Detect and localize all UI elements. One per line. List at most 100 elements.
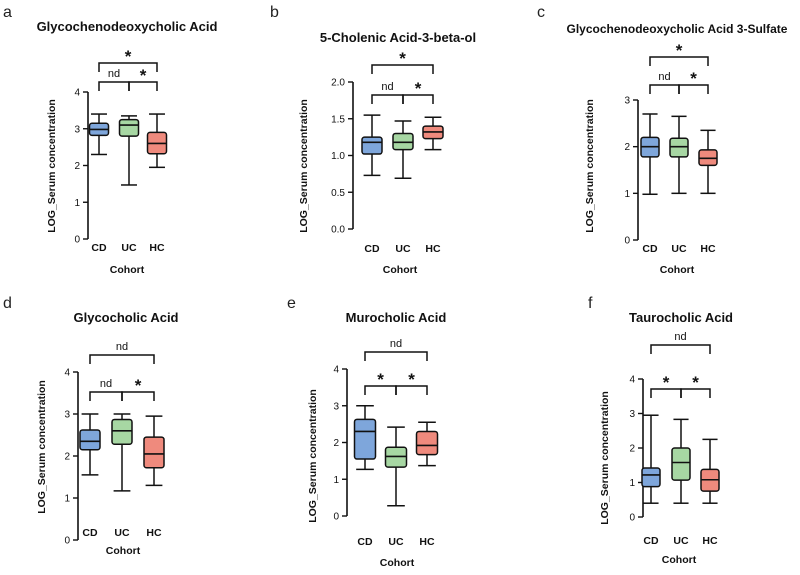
y-tick-label: 3 bbox=[74, 124, 80, 135]
box-uc bbox=[118, 115, 140, 186]
plot-area: 0 1 2 3 4 CD UC HC * * nd bbox=[333, 338, 439, 548]
y-tick-label: 4 bbox=[64, 368, 70, 379]
significance-label: * bbox=[690, 69, 697, 88]
box-iqr bbox=[353, 418, 377, 460]
x-tick-label: HC bbox=[702, 535, 718, 547]
significance-bracket bbox=[402, 94, 434, 104]
y-tick-label: 1 bbox=[64, 494, 70, 505]
y-axis-label: LOG_Serum concentration bbox=[599, 391, 611, 525]
significance-bracket bbox=[371, 64, 434, 74]
box-iqr bbox=[143, 436, 165, 469]
x-axis-label: Cohort bbox=[380, 557, 415, 569]
panel-f: f Taurocholic Acid Cohort LOG_Serum conc… bbox=[588, 295, 733, 566]
panel-a: a Glycochenodeoxycholic Acid Cohort LOG_… bbox=[3, 4, 217, 276]
panel-c: c Glycochenodeoxycholic Acid 3-Sulfate C… bbox=[537, 4, 788, 276]
significance-label: nd bbox=[108, 68, 120, 80]
significance-label: * bbox=[399, 49, 406, 68]
panel-letter: d bbox=[3, 295, 12, 312]
y-axis-label: LOG_Serum concentration bbox=[36, 380, 48, 514]
y-tick-label: 2 bbox=[64, 452, 70, 463]
panel-letter: b bbox=[270, 4, 279, 21]
significance-label: nd bbox=[658, 71, 670, 83]
box-hc bbox=[415, 421, 439, 467]
significance-bracket bbox=[371, 94, 404, 104]
box-uc bbox=[392, 120, 414, 180]
significance-label: nd bbox=[116, 341, 128, 353]
x-tick-label: CD bbox=[91, 242, 107, 254]
significance-bracket bbox=[128, 81, 158, 91]
significance-bracket bbox=[395, 385, 428, 395]
y-tick-label: 0 bbox=[74, 235, 80, 246]
x-axis-label: Cohort bbox=[662, 554, 697, 566]
y-tick-label: 2.0 bbox=[331, 78, 345, 89]
x-tick-label: UC bbox=[671, 243, 687, 255]
x-tick-label: CD bbox=[643, 535, 659, 547]
significance-label: * bbox=[676, 41, 683, 60]
y-tick-label: 0 bbox=[629, 513, 635, 524]
significance-bracket bbox=[364, 351, 428, 361]
box-iqr bbox=[641, 467, 661, 488]
box-iqr bbox=[671, 447, 691, 481]
box-cd bbox=[353, 405, 377, 471]
y-tick-label: 4 bbox=[74, 88, 80, 99]
significance-label: * bbox=[415, 79, 422, 98]
panel-title: 5-Cholenic Acid-3-beta-ol bbox=[320, 30, 476, 45]
box-iqr bbox=[669, 137, 689, 158]
panel-title: Glycocholic Acid bbox=[74, 310, 179, 325]
y-tick-label: 0 bbox=[624, 236, 630, 247]
panel-letter: a bbox=[3, 4, 12, 21]
x-tick-label: UC bbox=[121, 242, 137, 254]
box-cd bbox=[641, 414, 661, 504]
y-tick-label: 3 bbox=[333, 401, 339, 412]
significance-bracket bbox=[121, 391, 155, 401]
y-tick-label: 1 bbox=[624, 189, 630, 200]
significance-bracket bbox=[649, 84, 680, 94]
y-tick-label: 4 bbox=[333, 365, 339, 376]
y-tick-label: 1 bbox=[333, 475, 339, 486]
panel-letter: f bbox=[588, 295, 593, 312]
y-tick-label: 1.0 bbox=[331, 151, 345, 162]
significance-label: * bbox=[125, 47, 132, 66]
y-tick-label: 3 bbox=[64, 410, 70, 421]
x-axis-label: Cohort bbox=[383, 264, 418, 276]
box-cd bbox=[640, 113, 660, 196]
plot-area: 0.0 0.5 1.0 1.5 2.0 CD UC HC nd * * bbox=[331, 49, 444, 255]
y-tick-label: 2 bbox=[629, 444, 635, 455]
x-tick-label: UC bbox=[673, 535, 689, 547]
x-tick-label: UC bbox=[395, 243, 411, 255]
significance-bracket bbox=[89, 354, 155, 364]
significance-label: * bbox=[377, 370, 384, 389]
significance-bracket bbox=[650, 344, 711, 354]
y-tick-label: 1.5 bbox=[331, 114, 345, 125]
significance-label: nd bbox=[390, 338, 402, 350]
significance-bracket bbox=[680, 388, 711, 398]
x-tick-label: CD bbox=[82, 527, 98, 539]
box-iqr bbox=[361, 136, 383, 155]
significance-bracket bbox=[678, 84, 709, 94]
significance-label: nd bbox=[381, 81, 393, 93]
box-hc bbox=[698, 129, 718, 195]
x-tick-label: UC bbox=[114, 527, 130, 539]
significance-label: * bbox=[140, 66, 147, 85]
y-tick-label: 0.0 bbox=[331, 225, 345, 236]
box-uc bbox=[384, 426, 408, 507]
x-tick-label: UC bbox=[388, 536, 404, 548]
y-tick-label: 2 bbox=[624, 142, 630, 153]
plot-area: 0 1 2 3 4 CD UC HC * * nd bbox=[629, 331, 720, 547]
plot-area: 0 1 2 3 4 CD UC HC nd * nd bbox=[64, 341, 165, 547]
y-tick-label: 4 bbox=[629, 375, 635, 386]
box-uc bbox=[669, 115, 689, 195]
box-iqr bbox=[118, 118, 140, 137]
y-tick-label: 0.5 bbox=[331, 188, 345, 199]
significance-label: * bbox=[692, 373, 699, 392]
box-cd bbox=[79, 413, 101, 476]
x-tick-label: CD bbox=[642, 243, 658, 255]
y-tick-label: 2 bbox=[333, 438, 339, 449]
box-hc bbox=[700, 438, 720, 504]
y-tick-label: 1 bbox=[629, 478, 635, 489]
box-iqr bbox=[111, 418, 133, 445]
significance-bracket bbox=[98, 62, 158, 72]
box-uc bbox=[671, 418, 691, 504]
y-axis-label: LOG_Serum concentration bbox=[584, 99, 596, 233]
